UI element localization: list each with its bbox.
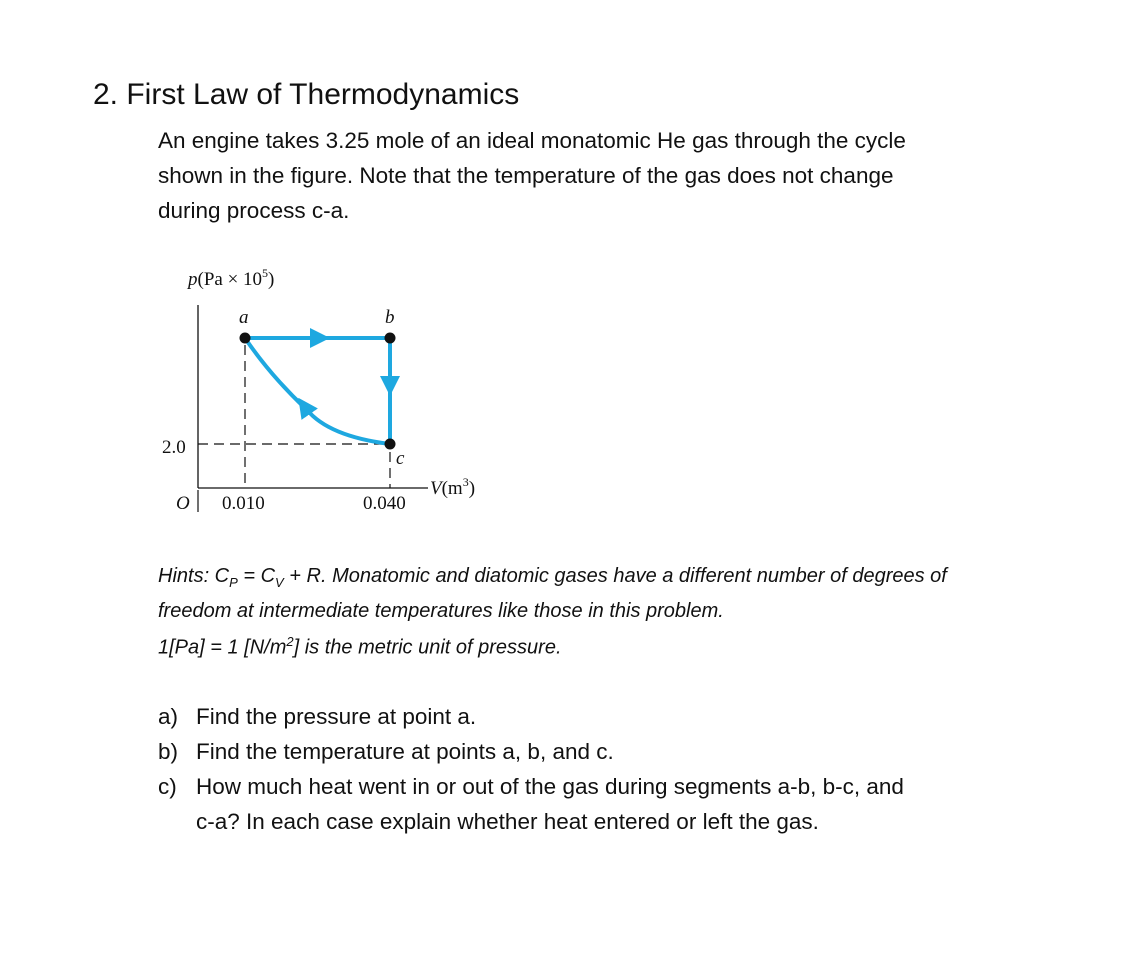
hint-line: Hints: CP = CV + R. Monatomic and diatom… (158, 565, 947, 590)
problem-line: An engine takes 3.25 mole of an ideal mo… (158, 128, 906, 153)
question-marker: b) (158, 739, 179, 764)
point-label: c (396, 448, 405, 469)
origin-label: O (176, 493, 190, 514)
state-points (239, 332, 396, 450)
problem-line: during process c-a. (158, 198, 350, 223)
cycle (243, 328, 400, 446)
heading: 2. First Law of Thermodynamics (93, 78, 520, 111)
point-label: b (385, 307, 395, 328)
hint-line: 1[Pa] = 1 [N/m2] is the metric unit of p… (158, 634, 562, 659)
pv-diagram: p(Pa × 105) V(m3) O 2.0 0.010 0.040 a b … (162, 266, 475, 514)
question-marker: c) (158, 774, 177, 799)
question-marker: a) (158, 704, 179, 729)
y-axis-label: p(Pa × 105) (186, 266, 274, 290)
x-tick-label: 0.010 (222, 493, 265, 514)
question-text: c-a? In each case explain whether heat e… (196, 809, 819, 834)
hint-line: freedom at intermediate temperatures lik… (158, 600, 724, 622)
point-label: a (239, 307, 249, 328)
question-text: Find the temperature at points a, b, and… (196, 739, 614, 764)
problem-line: shown in the figure. Note that the tempe… (158, 163, 894, 188)
question-text: Find the pressure at point a. (196, 704, 477, 729)
question-text: How much heat went in or out of the gas … (196, 774, 904, 799)
y-tick-label: 2.0 (162, 437, 186, 458)
dashed-guides (198, 345, 391, 488)
x-tick-label: 0.040 (363, 493, 406, 514)
axes (197, 305, 428, 489)
x-axis-label: V(m3) (430, 475, 475, 499)
